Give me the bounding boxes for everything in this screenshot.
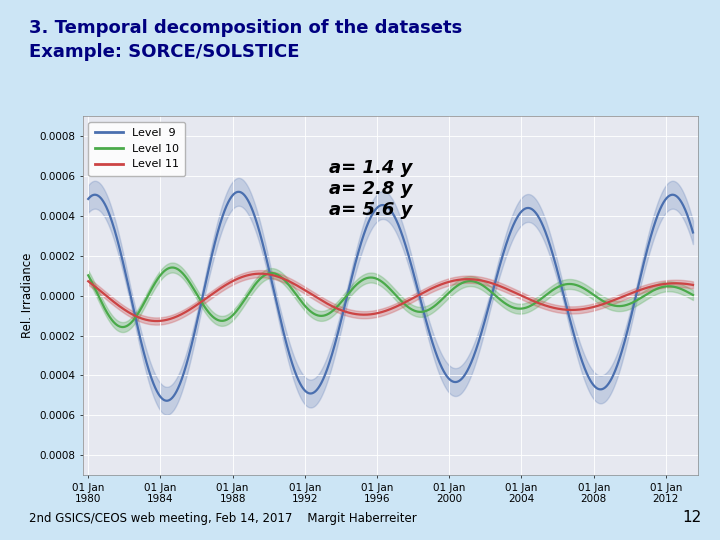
Text: 2nd GSICS/CEOS web meeting, Feb 14, 2017    Margit Haberreiter: 2nd GSICS/CEOS web meeting, Feb 14, 2017…: [29, 512, 417, 525]
Text: a= 1.4 y
a= 2.8 y
a= 5.6 y: a= 1.4 y a= 2.8 y a= 5.6 y: [329, 159, 413, 219]
Text: 12: 12: [683, 510, 702, 525]
Text: 3. Temporal decomposition of the datasets: 3. Temporal decomposition of the dataset…: [29, 19, 462, 37]
Y-axis label: Rel. Irradiance: Rel. Irradiance: [21, 253, 34, 339]
Legend: Level  9, Level 10, Level 11: Level 9, Level 10, Level 11: [89, 122, 185, 176]
Text: Example: SORCE/SOLSTICE: Example: SORCE/SOLSTICE: [29, 43, 300, 61]
